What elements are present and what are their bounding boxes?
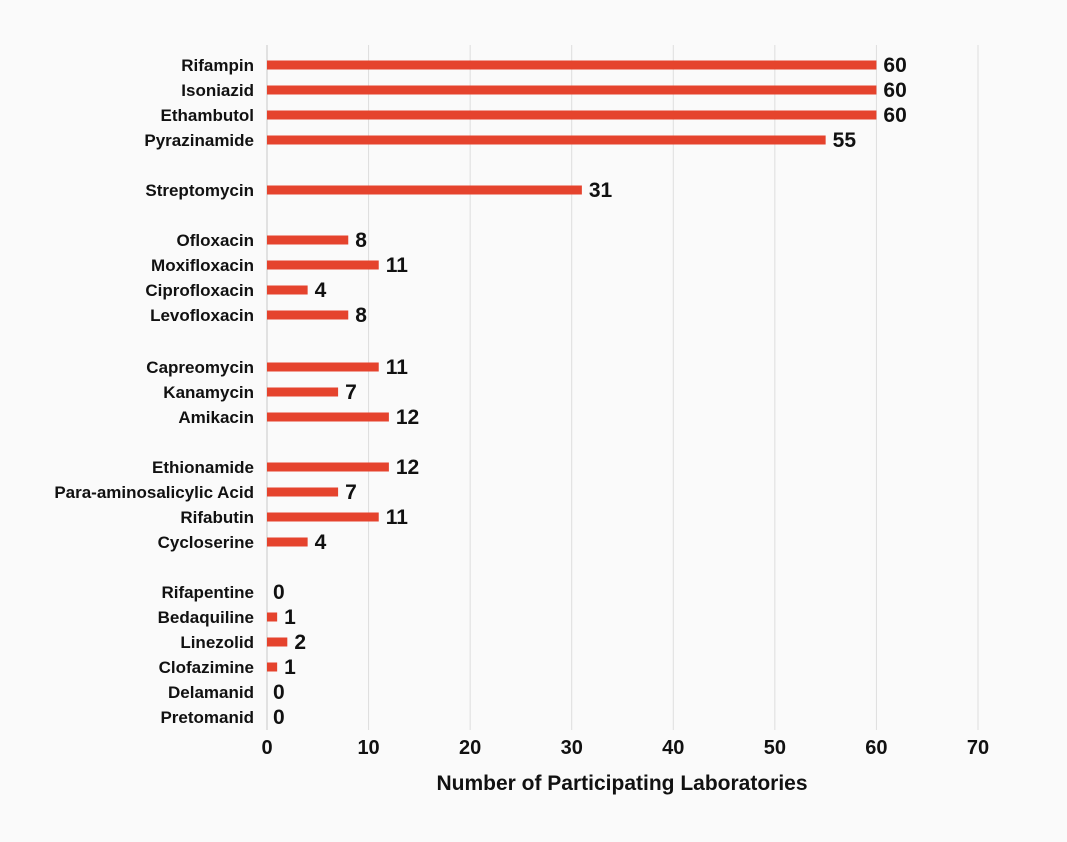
category-label: Ciprofloxacin xyxy=(145,281,254,300)
bar xyxy=(267,412,389,422)
data-label: 1 xyxy=(284,656,296,679)
data-label: 0 xyxy=(273,681,285,704)
data-label: 7 xyxy=(345,481,357,504)
bar xyxy=(267,135,826,145)
data-label: 60 xyxy=(883,54,906,77)
data-label: 8 xyxy=(355,304,367,327)
x-tick-label: 50 xyxy=(764,737,786,759)
bar xyxy=(267,310,349,320)
category-label: Cycloserine xyxy=(158,533,254,552)
category-label: Levofloxacin xyxy=(150,306,254,325)
category-label: Ethionamide xyxy=(152,458,254,477)
data-label: 12 xyxy=(396,456,419,479)
bar xyxy=(267,637,288,647)
data-label: 1 xyxy=(284,606,296,629)
category-label: Bedaquiline xyxy=(158,608,254,627)
x-tick-labels: 0 10 20 30 40 50 60 70 xyxy=(261,737,989,759)
category-label: Rifapentine xyxy=(161,583,254,602)
bar xyxy=(267,60,877,70)
category-label: Delamanid xyxy=(168,683,254,702)
category-label: Pretomanid xyxy=(160,708,254,727)
category-label: Rifampin xyxy=(181,56,254,75)
category-label: Para-aminosalicylic Acid xyxy=(54,483,254,502)
category-labels: Rifampin Isoniazid Ethambutol Pyrazinamide S… xyxy=(54,56,254,727)
x-axis-label: Number of Participating Laboratories xyxy=(436,772,807,795)
data-label: 31 xyxy=(589,179,613,202)
data-label: 11 xyxy=(386,254,409,277)
data-label: 7 xyxy=(345,381,357,404)
data-label: 11 xyxy=(386,356,409,379)
data-label: 0 xyxy=(273,706,285,729)
category-label: Isoniazid xyxy=(181,81,254,100)
gridlines xyxy=(266,45,979,730)
data-label: 60 xyxy=(883,79,906,102)
data-label: 0 xyxy=(273,581,285,604)
bar xyxy=(267,235,349,245)
bar xyxy=(267,285,308,295)
bar xyxy=(267,512,379,522)
data-label: 4 xyxy=(315,531,327,554)
category-label: Streptomycin xyxy=(145,181,254,200)
data-label: 4 xyxy=(315,279,327,302)
data-label: 12 xyxy=(396,406,419,429)
category-label: Amikacin xyxy=(178,408,254,427)
data-label: 60 xyxy=(883,104,906,127)
data-label: 11 xyxy=(386,506,409,529)
bar xyxy=(267,662,278,672)
bar xyxy=(267,487,339,497)
category-label: Capreomycin xyxy=(146,358,254,377)
x-tick-label: 10 xyxy=(357,737,379,759)
x-tick-label: 40 xyxy=(662,737,684,759)
category-label: Ethambutol xyxy=(161,106,255,125)
bars xyxy=(267,60,877,672)
data-label: 8 xyxy=(355,229,367,252)
x-tick-label: 0 xyxy=(261,737,272,759)
x-tick-label: 60 xyxy=(865,737,887,759)
bar xyxy=(267,110,877,120)
x-tick-label: 30 xyxy=(561,737,583,759)
bar xyxy=(267,462,389,472)
category-label: Rifabutin xyxy=(180,508,254,527)
bar xyxy=(267,185,582,195)
data-label: 55 xyxy=(833,129,857,152)
bar xyxy=(267,362,379,372)
category-label: Pyrazinamide xyxy=(144,131,254,150)
x-tick-label: 20 xyxy=(459,737,481,759)
category-label: Ofloxacin xyxy=(177,231,254,250)
bar xyxy=(267,260,379,270)
category-label: Kanamycin xyxy=(163,383,254,402)
category-label: Linezolid xyxy=(180,633,254,652)
bar xyxy=(267,387,339,397)
bar xyxy=(267,85,877,95)
category-label: Moxifloxacin xyxy=(151,256,254,275)
category-label: Clofazimine xyxy=(159,658,254,677)
data-label: 2 xyxy=(294,631,306,654)
x-tick-label: 70 xyxy=(967,737,989,759)
bar xyxy=(267,612,278,622)
bar xyxy=(267,537,308,547)
